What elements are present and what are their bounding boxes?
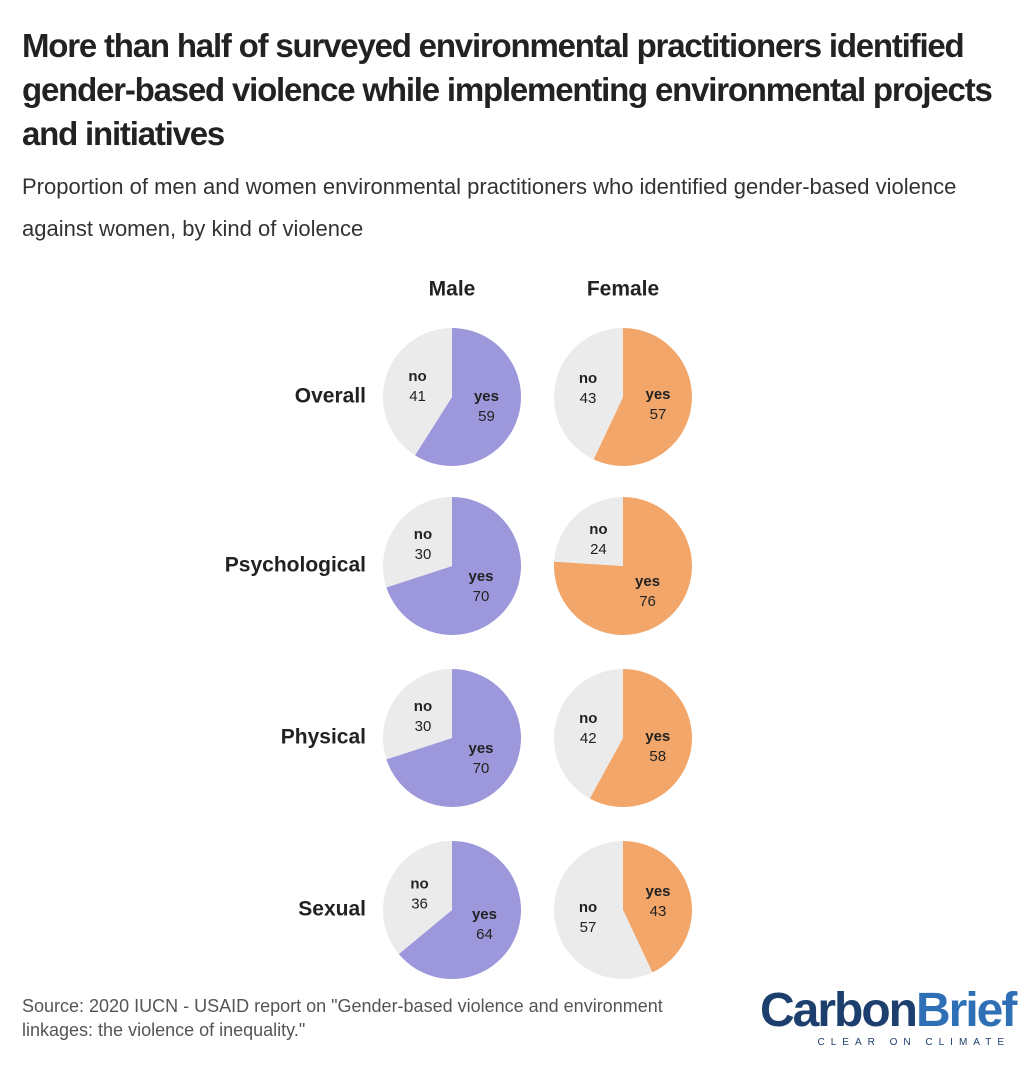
chart: Male Female Overall yes 59 no 41 yes 57 no 43 Psych… xyxy=(225,278,693,979)
row-label: Sexual xyxy=(298,898,366,921)
slice-value: 64 xyxy=(476,926,493,943)
slice-value: 70 xyxy=(473,588,490,605)
pie-slice xyxy=(554,328,623,460)
slice-label: yes xyxy=(469,568,494,585)
pie-slice xyxy=(589,669,692,808)
logo-part: Carbon xyxy=(760,984,918,1037)
column-header: Male xyxy=(429,278,476,301)
pie-slice xyxy=(383,497,452,588)
pie-slice xyxy=(554,497,623,566)
chart-title: More than half of surveyed environmental… xyxy=(22,27,993,152)
chart-subtitle: Proportion of men and women environmenta… xyxy=(22,174,957,241)
slice-value: 57 xyxy=(580,919,597,936)
row-label: Psychological xyxy=(225,554,366,577)
slice-label: yes xyxy=(646,386,671,403)
slice-value: 43 xyxy=(650,903,667,920)
source-note: Source: 2020 IUCN - USAID report on "Gen… xyxy=(22,996,663,1040)
slice-label: no xyxy=(579,370,597,387)
slice-value: 41 xyxy=(409,388,426,405)
logo-wordmark: CarbonBrief xyxy=(760,984,1017,1037)
logo-part: Brief xyxy=(916,984,1017,1037)
pie-slice xyxy=(383,669,452,760)
slice-label: no xyxy=(408,368,426,385)
slice-value: 30 xyxy=(415,546,432,563)
slice-value: 57 xyxy=(650,406,667,423)
pie-slice xyxy=(386,497,522,635)
slice-label: yes xyxy=(635,573,660,590)
slice-value: 24 xyxy=(590,541,607,558)
slice-value: 43 xyxy=(580,390,597,407)
slice-value: 58 xyxy=(649,748,666,765)
pie-slice xyxy=(398,841,522,979)
pie-slice xyxy=(415,328,521,466)
slice-label: yes xyxy=(472,906,497,923)
pie-slice xyxy=(554,841,653,979)
row-label: Overall xyxy=(295,385,366,408)
logo-tagline: CLEAR ON CLIMATE xyxy=(817,1037,1010,1048)
slice-label: no xyxy=(579,710,597,727)
slice-value: 36 xyxy=(411,896,428,913)
slice-label: yes xyxy=(469,740,494,757)
slice-value: 30 xyxy=(415,718,432,735)
slice-label: no xyxy=(589,521,607,538)
slice-label: no xyxy=(579,899,597,916)
slice-value: 59 xyxy=(478,408,495,425)
pie-slice xyxy=(383,841,452,954)
row-label: Physical xyxy=(281,726,366,749)
slice-label: no xyxy=(410,876,428,893)
pie-slice xyxy=(386,669,522,807)
column-header: Female xyxy=(587,278,659,301)
slice-label: no xyxy=(414,698,432,715)
slice-label: yes xyxy=(645,728,670,745)
slice-label: no xyxy=(414,526,432,543)
slice-label: yes xyxy=(474,388,499,405)
slice-value: 42 xyxy=(580,730,597,747)
slice-value: 76 xyxy=(639,593,656,610)
slice-value: 70 xyxy=(473,760,490,777)
pie-slice xyxy=(623,841,693,973)
logo: CarbonBrief CLEAR ON CLIMATE xyxy=(760,984,1017,1049)
pie-slice xyxy=(382,328,452,456)
pie-slice xyxy=(554,669,623,799)
slice-label: yes xyxy=(646,883,671,900)
pie-slice xyxy=(593,328,693,467)
